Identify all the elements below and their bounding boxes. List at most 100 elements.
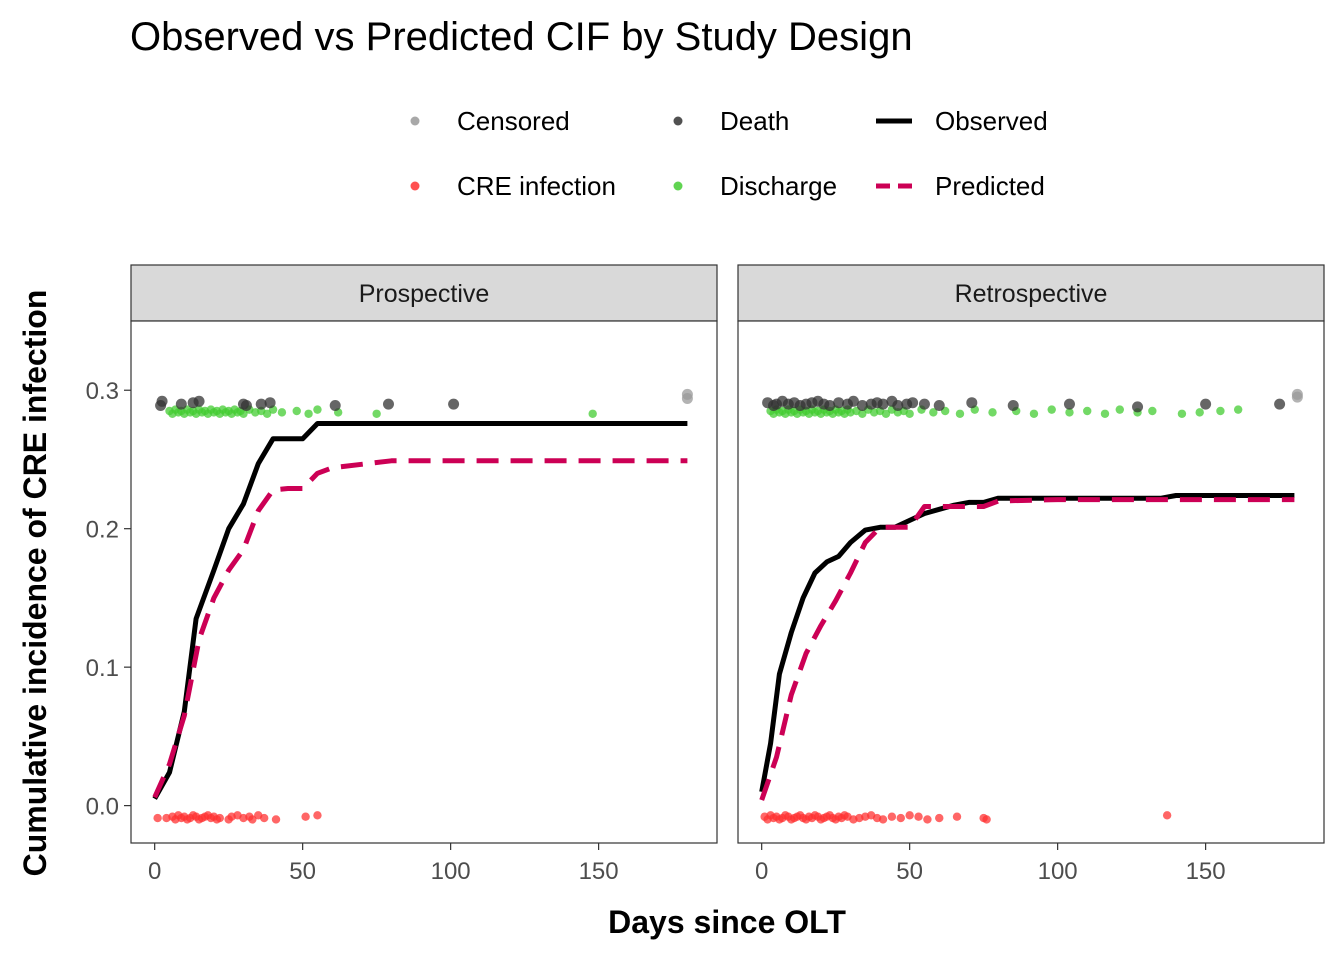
event-point-cre-infection: [905, 811, 914, 820]
event-point-cre-infection: [271, 815, 281, 824]
legend-label-observed: Observed: [935, 106, 1048, 136]
y-tick-label: 0.3: [86, 378, 119, 405]
event-point-cre-infection: [896, 813, 905, 823]
event-point-discharge: [277, 408, 287, 417]
event-point-death: [1007, 399, 1019, 411]
event-point-death: [918, 398, 930, 410]
y-axis-title: Cumulative incidence of CRE infection: [17, 290, 53, 877]
event-point-death: [255, 398, 267, 410]
legend-item-discharge: Discharge: [673, 171, 837, 201]
legend-label-death: Death: [720, 106, 789, 136]
facet-strip-label: Prospective: [359, 280, 490, 308]
event-point-discharge: [1065, 408, 1074, 417]
event-point-death: [966, 397, 978, 409]
facet-strip-prospective: [130, 264, 718, 322]
legend-key-death: [673, 116, 683, 126]
event-point-discharge: [955, 409, 965, 418]
x-tick-label: 150: [1186, 858, 1226, 885]
facet-strip-retrospective: [737, 264, 1325, 322]
event-point-discharge: [1115, 405, 1124, 414]
event-point-discharge: [1047, 405, 1056, 414]
event-point-death: [833, 397, 845, 409]
event-point-cre-infection: [1162, 811, 1172, 820]
legend-label-censored: Censored: [457, 106, 570, 136]
event-point-discharge: [372, 409, 381, 418]
plot-area-prospective: [130, 320, 718, 844]
event-point-censored: [1291, 388, 1303, 400]
event-point-discharge: [881, 409, 891, 418]
event-point-discharge: [1216, 406, 1225, 416]
facet-strip-label: Retrospective: [955, 280, 1108, 308]
event-point-discharge: [588, 409, 597, 418]
event-point-death: [1274, 398, 1286, 410]
event-point-censored: [681, 388, 693, 400]
legend-label-discharge: Discharge: [720, 171, 837, 201]
event-point-cre-infection: [215, 813, 224, 823]
x-tick-label: 100: [431, 858, 471, 885]
event-point-discharge: [1177, 409, 1187, 418]
event-point-discharge: [304, 409, 313, 418]
legend-label-predicted: Predicted: [935, 171, 1045, 201]
panel-retrospective: Retrospective 0 50 100 150: [737, 264, 1325, 885]
x-tick-label: 100: [1038, 858, 1078, 885]
legend-item-cre-infection: CRE infection: [410, 171, 616, 201]
event-point-cre-infection: [301, 812, 310, 821]
event-point-discharge: [239, 409, 248, 418]
event-point-death: [847, 395, 859, 407]
y-axis: 0.0 0.1 0.2 0.3: [86, 378, 131, 821]
event-point-death: [877, 398, 889, 410]
legend-item-observed: Observed: [876, 106, 1048, 136]
x-tick-label: 150: [579, 858, 619, 885]
event-point-death: [240, 399, 252, 411]
event-point-discharge: [858, 409, 867, 418]
event-point-death: [448, 398, 460, 410]
event-point-discharge: [292, 406, 301, 416]
x-axis-title: Days since OLT: [608, 904, 846, 940]
event-point-death: [175, 398, 187, 410]
event-point-death: [933, 399, 945, 411]
event-point-death: [156, 395, 168, 407]
x-tick-label: 0: [755, 858, 768, 885]
legend-key-cre-infection: [410, 181, 420, 191]
event-point-death: [382, 398, 394, 410]
event-point-cre-infection: [878, 815, 888, 824]
event-point-cre-infection: [935, 813, 944, 823]
event-point-cre-infection: [259, 813, 269, 823]
event-point-discharge: [905, 409, 914, 418]
event-point-death: [193, 395, 205, 407]
event-point-death: [856, 399, 868, 411]
event-point-discharge: [1233, 405, 1243, 414]
panel-prospective: Prospective 0 50 100 150: [130, 264, 718, 885]
event-point-discharge: [313, 405, 322, 414]
event-point-discharge: [1029, 409, 1039, 418]
legend-label-cre-infection: CRE infection: [457, 171, 616, 201]
event-point-death: [329, 399, 341, 411]
event-point-death: [1132, 401, 1144, 413]
event-point-cre-infection: [887, 812, 897, 821]
event-point-cre-infection: [153, 813, 162, 823]
event-point-discharge: [929, 408, 938, 417]
facet-panels: Prospective 0 50 100 150 Retrospective 0 50 100 1…: [130, 264, 1325, 885]
legend-item-death: Death: [673, 106, 789, 136]
event-point-discharge: [1083, 406, 1092, 416]
event-point-cre-infection: [982, 815, 991, 824]
event-point-death: [824, 399, 836, 411]
legend-item-censored: Censored: [410, 106, 570, 136]
legend-key-censored: [410, 116, 420, 126]
y-tick-label: 0.2: [86, 517, 119, 544]
event-point-cre-infection: [313, 811, 322, 820]
event-point-death: [1200, 398, 1212, 410]
series-line-predicted: [152, 458, 688, 799]
event-point-discharge: [1195, 408, 1204, 417]
legend: Censored CRE infection Death Discharge Obser…: [410, 106, 1048, 201]
event-point-cre-infection: [923, 815, 932, 824]
event-point-death: [892, 399, 904, 411]
chart-title: Observed vs Predicted CIF by Study Desig…: [130, 15, 913, 59]
event-point-discharge: [988, 408, 997, 417]
legend-item-predicted: Predicted: [876, 171, 1045, 201]
event-point-discharge: [1148, 406, 1157, 416]
event-point-cre-infection: [248, 815, 257, 824]
event-point-discharge: [1100, 409, 1110, 418]
event-point-death: [264, 397, 276, 409]
